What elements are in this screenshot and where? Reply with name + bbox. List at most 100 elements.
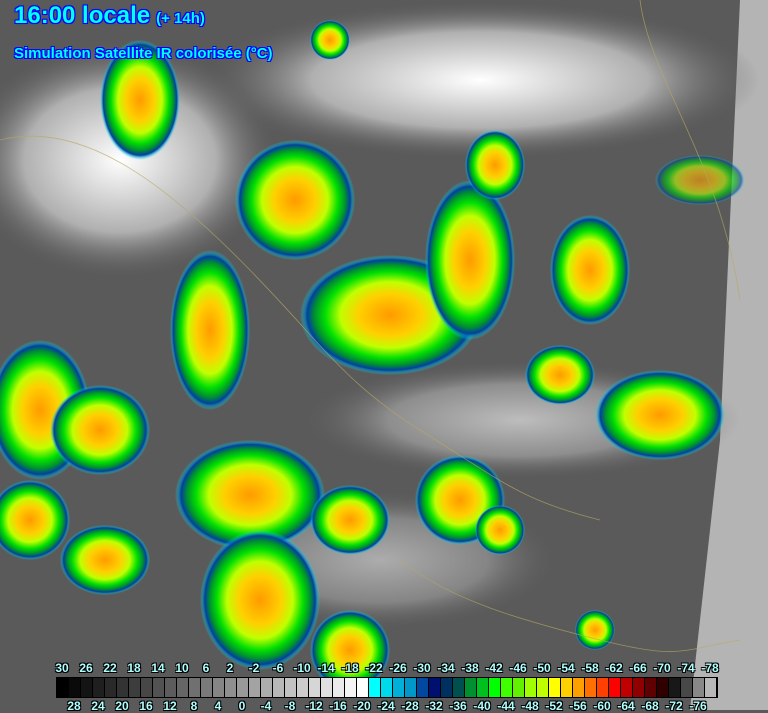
legend-top-label: -66 [629,661,647,675]
color-cell [669,678,681,697]
legend-bottom-label: -16 [329,699,347,713]
outside-domain [690,0,768,710]
legend-top-label: -62 [605,661,623,675]
legend-bottom-label: -76 [689,699,707,713]
map-subtitle: Simulation Satellite IR colorisée (°C) [14,45,273,62]
color-cell [261,678,273,697]
color-cell [441,678,453,697]
legend-top-label: -22 [365,661,383,675]
legend-bottom-label: -8 [284,699,296,713]
forecast-time: 16:00 locale (+ 14h) [14,2,205,30]
legend-bottom-label: -4 [260,699,272,713]
color-cell [453,678,465,697]
legend-top-label: -58 [581,661,599,675]
color-cell [705,678,717,697]
legend-bottom-label: 24 [91,699,105,713]
legend-top-label: -74 [677,661,695,675]
legend-bottom-label: -60 [593,699,611,713]
legend-bottom-label: -64 [617,699,635,713]
legend-bottom-label: 20 [115,699,129,713]
color-cell [585,678,597,697]
color-cell [393,678,405,697]
legend-top-label: -78 [701,661,719,675]
legend-top-label: -54 [557,661,575,675]
coastlines [0,0,741,652]
legend-top-label: 10 [175,661,189,675]
color-cell [165,678,177,697]
color-cell [129,678,141,697]
legend-top-label: 6 [202,661,210,675]
legend-bottom-label: 0 [238,699,246,713]
color-cell [309,678,321,697]
legend-top-label: -50 [533,661,551,675]
color-cell [417,678,429,697]
legend-bottom-label: 8 [190,699,198,713]
legend-top-label: 22 [103,661,117,675]
color-cell [297,678,309,697]
color-cell [201,678,213,697]
time-offset: (+ 14h) [156,10,205,27]
color-cell [573,678,585,697]
legend-bottom-label: 12 [163,699,177,713]
legend-bottom-label: -32 [425,699,443,713]
legend-bottom-label: 4 [214,699,222,713]
color-cell [549,678,561,697]
color-cell [681,678,693,697]
color-cell [105,678,117,697]
legend-top-label: 18 [127,661,141,675]
legend-top-label: -18 [341,661,359,675]
color-cell [561,678,573,697]
color-cell [69,678,81,697]
legend-bottom-label: -36 [449,699,467,713]
legend-top-label: -6 [272,661,284,675]
color-cell [621,678,633,697]
legend-bottom-label: -24 [377,699,395,713]
legend-bottom-label: 16 [139,699,153,713]
legend-bottom-label: -56 [569,699,587,713]
legend-top-label: -10 [293,661,311,675]
legend-bottom-label: -48 [521,699,539,713]
color-cell [237,678,249,697]
color-cell [609,678,621,697]
color-cell [597,678,609,697]
color-cell [477,678,489,697]
legend-bottom-label: -20 [353,699,371,713]
color-cell [465,678,477,697]
color-cell [369,678,381,697]
legend-bottom-label: 28 [67,699,81,713]
color-cell [405,678,417,697]
legend-top-label: -30 [413,661,431,675]
time-label: 16:00 locale [14,2,151,29]
legend-top-label: 30 [55,661,69,675]
color-cell [117,678,129,697]
color-scale-bar [56,677,718,698]
color-cell [693,678,705,697]
color-cell [177,678,189,697]
color-cell [249,678,261,697]
color-cell [357,678,369,697]
color-cell [501,678,513,697]
legend-top-label: 26 [79,661,93,675]
color-cell [513,678,525,697]
legend-bottom-label: -52 [545,699,563,713]
color-cell [537,678,549,697]
color-cell [213,678,225,697]
color-cell [633,678,645,697]
legend-top-label: -42 [485,661,503,675]
legend-top-label: -26 [389,661,407,675]
legend-top-label: 2 [226,661,234,675]
color-cell [333,678,345,697]
color-cell [525,678,537,697]
color-cell [57,678,69,697]
legend-bottom-label: -12 [305,699,323,713]
color-cell [273,678,285,697]
legend-top-label: -14 [317,661,335,675]
color-cell [225,678,237,697]
color-cell [321,678,333,697]
legend-top-label: -46 [509,661,527,675]
convective-clouds [0,20,745,690]
legend-top-label: -34 [437,661,455,675]
color-cell [489,678,501,697]
color-cell [381,678,393,697]
